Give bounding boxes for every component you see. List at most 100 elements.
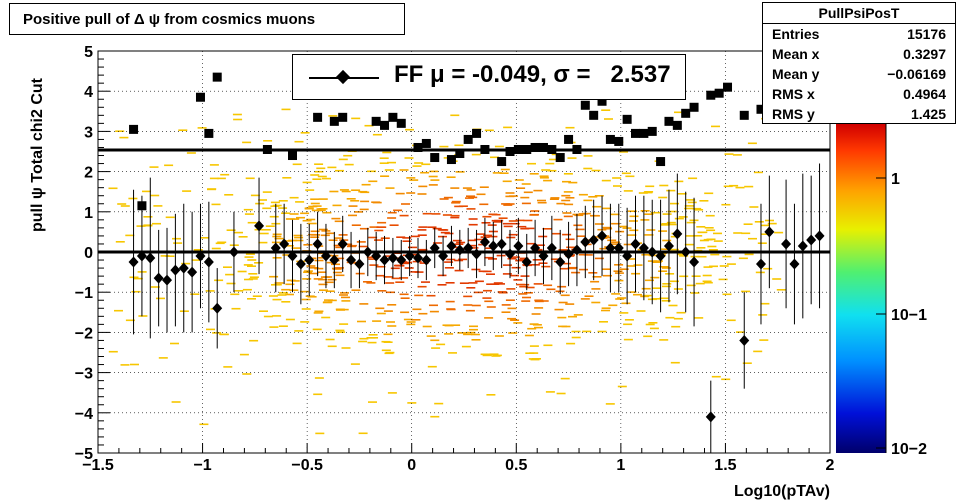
heatmap-cell	[486, 306, 496, 308]
heatmap-cell	[294, 330, 304, 332]
data-point-diamond	[505, 248, 516, 260]
data-point-diamond	[647, 246, 658, 258]
heatmap-cell	[376, 312, 386, 315]
heatmap-cell	[469, 325, 478, 328]
data-point-diamond	[128, 256, 139, 268]
colorbar-label: 1	[891, 171, 900, 188]
data-point-diamond	[337, 238, 348, 250]
heatmap-cell	[339, 323, 349, 325]
heatmap-cell	[318, 283, 328, 286]
heatmap-cell	[417, 285, 427, 288]
heatmap-cell	[150, 194, 160, 197]
heatmap-cell	[385, 351, 395, 354]
data-point-square	[396, 118, 406, 128]
heatmap-cell	[439, 198, 449, 200]
heatmap-cell	[274, 282, 284, 284]
heatmap-cell	[601, 309, 610, 312]
heatmap-cell	[615, 298, 625, 300]
heatmap-cell	[412, 165, 422, 167]
heatmap-cell	[343, 243, 353, 246]
data-point-square	[547, 144, 557, 154]
heatmap-cell	[282, 177, 292, 179]
heatmap-cell	[394, 264, 403, 267]
heatmap-cell	[560, 377, 570, 380]
data-point-diamond	[396, 254, 407, 266]
heatmap-cell	[114, 309, 123, 312]
heatmap-cell	[395, 281, 405, 283]
heatmap-cell	[662, 267, 671, 269]
data-point-square	[212, 72, 222, 82]
heatmap-cell	[281, 301, 291, 303]
heatmap-cell	[565, 126, 575, 129]
heatmap-cell	[545, 162, 555, 165]
heatmap-cell	[242, 288, 252, 291]
heatmap-cell	[508, 233, 518, 236]
heatmap-cell	[444, 261, 454, 263]
heatmap-cell	[328, 239, 338, 241]
heatmap-cell	[645, 279, 654, 282]
heatmap-cell	[422, 325, 432, 328]
heatmap-cell	[285, 283, 295, 286]
heatmap-cell	[325, 338, 335, 341]
heatmap-cell	[403, 261, 413, 264]
heatmap-cell	[368, 236, 378, 239]
heatmap-cell	[481, 222, 491, 224]
heatmap-cell	[505, 195, 515, 198]
heatmap-cell	[563, 173, 573, 175]
heatmap-cell	[366, 337, 376, 339]
heatmap-cell	[696, 247, 706, 249]
heatmap-cell	[418, 185, 428, 188]
heatmap-cell	[300, 212, 310, 215]
heatmap-cell	[471, 339, 481, 341]
heatmap-cell	[281, 212, 291, 214]
heatmap-cell	[234, 290, 244, 292]
heatmap-cell	[514, 179, 524, 181]
heatmap-cell	[594, 223, 604, 225]
heatmap-cell	[573, 314, 583, 316]
heatmap-cell	[674, 217, 684, 220]
heatmap-cell	[263, 140, 273, 142]
heatmap-cell	[289, 289, 299, 291]
heatmap-cell	[593, 236, 603, 238]
heatmap-cell	[649, 327, 659, 330]
heatmap-cell	[662, 285, 671, 288]
heatmap-cell	[399, 214, 409, 217]
heatmap-cell	[407, 402, 417, 404]
heatmap-cell	[613, 270, 623, 272]
heatmap-cell	[430, 415, 440, 418]
heatmap-cell	[371, 201, 381, 203]
heatmap-cell	[350, 200, 360, 202]
heatmap-cell	[262, 191, 272, 193]
heatmap-cell	[190, 293, 200, 295]
heatmap-cell	[455, 171, 465, 173]
heatmap-cell	[316, 208, 326, 210]
heatmap-cell	[303, 270, 313, 272]
heatmap-cell	[517, 225, 527, 228]
heatmap-cell	[272, 204, 282, 207]
heatmap-cell	[709, 265, 718, 268]
heatmap-cell	[374, 229, 384, 232]
heatmap-cell	[117, 203, 127, 205]
heatmap-cell	[234, 231, 243, 234]
heatmap-cell	[300, 132, 310, 134]
data-point-diamond	[412, 252, 423, 264]
heatmap-cell	[486, 283, 496, 285]
heatmap-cell	[665, 273, 675, 275]
heatmap-cell	[406, 321, 416, 323]
heatmap-cell	[220, 173, 230, 176]
heatmap-cell	[341, 300, 351, 302]
heatmap-cell	[653, 260, 663, 262]
heatmap-cell	[601, 268, 611, 270]
heatmap-cell	[387, 211, 397, 214]
data-point-diamond	[597, 230, 608, 242]
heatmap-cell	[333, 244, 343, 247]
heatmap-cell	[306, 265, 316, 267]
heatmap-cell	[312, 178, 322, 180]
heatmap-cell	[726, 263, 736, 265]
heatmap-cell	[387, 217, 397, 219]
heatmap-cell	[704, 227, 714, 229]
heatmap-cell	[335, 329, 345, 332]
heatmap-cell	[763, 267, 773, 270]
heatmap-cell	[310, 230, 320, 233]
heatmap-cell	[679, 275, 689, 278]
